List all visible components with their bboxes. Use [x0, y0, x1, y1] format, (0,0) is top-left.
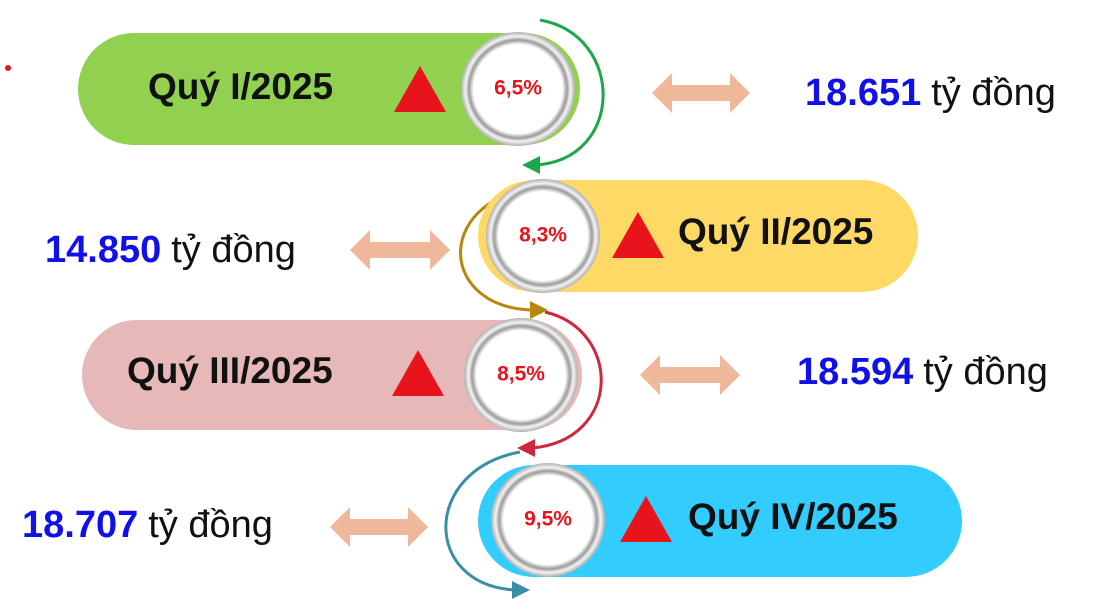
double-arrow [640, 355, 740, 395]
amount-text: 18.594 tỷ đồng [797, 351, 1048, 393]
growth: 6,5% [494, 77, 542, 100]
badge [464, 318, 578, 432]
dot [5, 65, 11, 71]
arrowhead [530, 301, 548, 319]
unit: tỷ đồng [171, 229, 296, 271]
arrowhead [512, 581, 530, 599]
pill [478, 465, 962, 577]
growth: 8,3% [519, 224, 567, 247]
growth: 9,5% [524, 508, 572, 531]
double-arrow [330, 507, 428, 547]
amount-text: 14.850 tỷ đồng [45, 229, 296, 271]
up-triangle [392, 350, 444, 396]
amount-text: 18.707 tỷ đồng [22, 504, 273, 546]
up-triangle [612, 212, 664, 258]
double-arrow [652, 73, 750, 113]
arrowhead [522, 156, 540, 174]
quarter-label: Quý II/2025 [678, 211, 873, 252]
quarter-label: Quý I/2025 [148, 66, 333, 107]
badge [486, 179, 600, 293]
double-arrow [350, 230, 450, 270]
quarter-label: Quý IV/2025 [688, 496, 898, 537]
amount-text: 18.651 tỷ đồng [805, 72, 1056, 114]
badge [491, 463, 605, 577]
amount: 14.850 [45, 229, 161, 271]
up-triangle [394, 66, 446, 112]
amount: 18.594 [797, 351, 913, 393]
amount: 18.707 [22, 504, 138, 546]
quarter-label: Quý III/2025 [127, 350, 333, 391]
unit: tỷ đồng [923, 351, 1048, 393]
amount: 18.651 [805, 72, 921, 114]
badge [461, 32, 575, 146]
pill [82, 320, 582, 430]
unit: tỷ đồng [148, 504, 273, 546]
up-triangle [620, 496, 672, 542]
unit: tỷ đồng [931, 72, 1056, 114]
growth: 8,5% [497, 363, 545, 386]
pill [78, 33, 580, 145]
arrowhead [517, 439, 535, 457]
